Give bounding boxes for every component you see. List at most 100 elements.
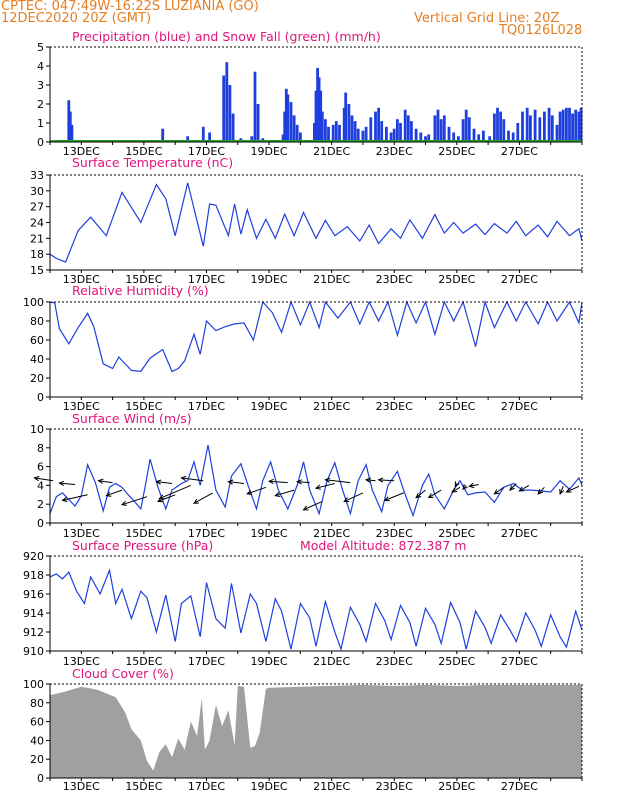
precip-bar <box>225 62 229 143</box>
precip-bar <box>571 113 574 142</box>
precip-bar <box>403 109 407 142</box>
humidity-y-tick-label: 80 <box>30 315 44 328</box>
cloud-x-tick-label: 25DEC <box>438 780 475 793</box>
precip-bar <box>161 128 165 142</box>
cloud-x-tick-label: 27DEC <box>501 780 538 793</box>
header-station: CPTEC: 047:49W-16:22S LUZIANIA (GO) <box>1 0 259 14</box>
temperature-y-tick-label: 18 <box>30 248 44 261</box>
precip-y-tick-label: 3 <box>37 79 44 92</box>
snowfall-bar <box>511 140 515 142</box>
precip-x-tick-label: 13DEC <box>63 145 100 158</box>
wind-vector <box>297 481 310 484</box>
precip-bar <box>295 124 299 142</box>
precip-bar <box>577 111 581 142</box>
precip-bar <box>70 124 74 142</box>
precip-bar <box>347 104 351 142</box>
precip-bar <box>467 117 471 142</box>
header-grid-note: Vertical Grid Line: 20Z <box>414 11 560 26</box>
wind-vector <box>247 486 267 495</box>
wind-vector-head <box>364 477 371 483</box>
precip-bar <box>68 111 72 142</box>
temperature-title: Surface Temperature (nC) <box>72 155 234 170</box>
wind-vector <box>343 492 364 502</box>
precip-bar <box>284 88 288 142</box>
precip-bar <box>499 111 502 142</box>
wind-vector-head <box>267 478 274 485</box>
wind-vector <box>269 480 288 484</box>
wind-vector <box>193 492 213 504</box>
pressure-y-tick-label: 920 <box>23 550 44 563</box>
precip-bar <box>392 128 396 142</box>
precip-bar <box>231 113 235 142</box>
wind-vector <box>157 494 176 502</box>
precip-bar <box>496 107 499 142</box>
pressure-x-tick-label: 27DEC <box>501 655 538 668</box>
precip-x-tick-label: 17DEC <box>188 145 225 158</box>
precip-bar <box>396 119 399 142</box>
precip-bar <box>342 107 346 142</box>
precip-bar <box>436 109 440 142</box>
precip-bar <box>482 130 485 142</box>
wind-vector-head <box>454 481 460 488</box>
wind-vector <box>384 492 404 501</box>
cloud-x-tick-label: 15DEC <box>125 780 162 793</box>
wind-x-tick-label: 19DEC <box>251 527 288 540</box>
precip-bar <box>558 111 562 142</box>
cloud-y-tick-label: 60 <box>30 716 44 729</box>
wind-x-tick-label: 25DEC <box>438 527 475 540</box>
wind-vector <box>121 496 148 506</box>
pressure-x-tick-label: 17DEC <box>188 655 225 668</box>
humidity-x-tick-label: 15DEC <box>125 400 162 413</box>
cloud-y-tick-label: 20 <box>30 753 44 766</box>
humidity-x-tick-label: 17DEC <box>188 400 225 413</box>
cloud-y-tick-label: 40 <box>30 734 44 747</box>
humidity-y-tick-label: 40 <box>30 353 44 366</box>
precip-bar <box>574 109 578 142</box>
wind-vector-head <box>493 489 500 495</box>
wind-vector-head <box>451 487 458 493</box>
wind-vector-head <box>97 478 104 484</box>
pressure-x-tick-label: 13DEC <box>63 655 100 668</box>
header-code: TQ0126L028 <box>499 23 583 38</box>
wind-vector <box>159 484 191 500</box>
wind-x-tick-label: 21DEC <box>313 527 350 540</box>
wind-vector-head <box>180 475 187 482</box>
precip-bar <box>369 117 373 142</box>
precip-bar <box>461 119 465 142</box>
wind-vector <box>315 483 335 489</box>
precip-y-tick-label: 4 <box>37 60 44 73</box>
wind-vector-head <box>120 500 127 506</box>
precip-bar <box>464 109 468 142</box>
pressure-y-tick-label: 918 <box>23 569 44 582</box>
wind-vector <box>428 489 442 499</box>
cloud-x-tick-label: 13DEC <box>63 780 100 793</box>
wind-vector-head <box>61 496 68 503</box>
precip-y-tick-label: 5 <box>37 41 44 54</box>
wind-vector-head <box>518 486 525 492</box>
wind-vector <box>469 484 479 487</box>
precip-x-tick-label: 19DEC <box>251 145 288 158</box>
cloud-x-tick-label: 19DEC <box>251 780 288 793</box>
pressure-y-tick-label: 910 <box>23 645 44 658</box>
precip-bar <box>507 130 510 142</box>
precip-bar <box>316 67 319 142</box>
wind-vector-head <box>227 479 234 485</box>
wind-vector-head <box>274 492 281 497</box>
precip-bar <box>344 92 348 142</box>
pressure-y-tick-label: 916 <box>23 588 44 601</box>
wind-vector-head <box>302 505 309 511</box>
wind-y-tick-label: 0 <box>37 517 44 530</box>
cloud-x-tick-label: 21DEC <box>313 780 350 793</box>
precip-bar <box>511 132 515 142</box>
precip-x-tick-label: 21DEC <box>313 145 350 158</box>
wind-vector-head <box>324 477 331 483</box>
precip-bar <box>299 132 302 142</box>
precip-bar <box>406 115 410 142</box>
precip-bar <box>331 124 335 142</box>
wind-vector <box>537 486 545 495</box>
precip-bar <box>67 100 71 142</box>
pressure-model-altitude: Model Altitude: 872.387 m <box>300 538 467 553</box>
wind-vector-head <box>58 480 65 487</box>
cloud-y-tick-label: 80 <box>30 697 44 710</box>
precip-bar <box>442 115 446 142</box>
